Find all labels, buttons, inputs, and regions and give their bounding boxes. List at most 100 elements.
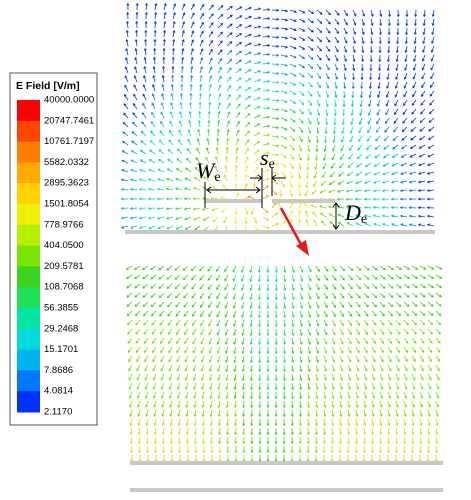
field-arrow bbox=[128, 391, 133, 399]
highlight-arrow-head bbox=[296, 240, 309, 256]
field-arrow bbox=[266, 428, 270, 436]
field-arrow bbox=[160, 120, 165, 128]
field-arrow bbox=[250, 409, 254, 418]
field-arrow bbox=[363, 409, 367, 418]
field-arrow bbox=[290, 445, 294, 454]
field-arrow bbox=[159, 328, 165, 335]
field-arrow bbox=[266, 310, 270, 319]
field-arrow bbox=[340, 135, 345, 143]
field-arrow bbox=[283, 346, 287, 355]
field-arrow bbox=[199, 83, 203, 92]
field-arrow bbox=[339, 283, 345, 290]
field-arrow bbox=[160, 346, 165, 354]
field-arrow bbox=[298, 445, 302, 454]
field-arrow bbox=[395, 319, 401, 326]
field-arrow bbox=[431, 27, 435, 36]
field-arrow bbox=[138, 206, 147, 210]
field-arrow bbox=[352, 27, 357, 35]
field-arrow bbox=[266, 319, 270, 328]
field-arrow bbox=[325, 9, 331, 16]
field-arrow bbox=[266, 301, 270, 310]
field-arrow bbox=[334, 45, 339, 53]
field-arrow bbox=[421, 81, 426, 89]
field-arrow bbox=[192, 207, 201, 211]
field-arrow bbox=[271, 202, 277, 209]
field-arrow bbox=[136, 391, 141, 399]
field-arrow bbox=[170, 92, 174, 101]
field-arrow bbox=[242, 436, 246, 445]
field-arrow bbox=[217, 22, 224, 29]
field-arrow bbox=[175, 310, 181, 317]
field-arrow bbox=[201, 373, 205, 381]
field-arrow bbox=[367, 126, 372, 134]
field-arrow bbox=[135, 319, 141, 326]
field-arrow bbox=[403, 346, 409, 354]
field-arrow bbox=[363, 189, 372, 193]
field-arrow bbox=[266, 391, 270, 400]
field-arrow bbox=[387, 283, 394, 289]
field-arrow bbox=[363, 355, 368, 363]
field-arrow bbox=[352, 72, 355, 81]
field-arrow bbox=[337, 221, 345, 227]
field-arrow bbox=[274, 455, 278, 463]
field-arrow bbox=[427, 418, 431, 427]
legend-swatch bbox=[17, 204, 40, 226]
field-arrow bbox=[411, 364, 416, 372]
field-arrow bbox=[159, 319, 165, 326]
field-arrow bbox=[396, 9, 400, 18]
field-arrow bbox=[141, 112, 147, 119]
field-arrow bbox=[186, 436, 189, 445]
field-arrow bbox=[182, 265, 189, 271]
field-arrow bbox=[377, 72, 381, 81]
field-arrow bbox=[250, 400, 254, 409]
field-arrow bbox=[226, 41, 233, 47]
field-arrow bbox=[372, 197, 381, 201]
field-arrow bbox=[405, 18, 409, 27]
field-arrow bbox=[166, 274, 173, 280]
field-arrow bbox=[274, 337, 278, 346]
field-arrow bbox=[289, 144, 295, 151]
field-arrow bbox=[253, 123, 261, 128]
field-arrow bbox=[174, 265, 181, 271]
field-arrow bbox=[258, 418, 262, 427]
field-arrow bbox=[199, 48, 204, 56]
field-arrow bbox=[323, 427, 326, 436]
field-arrow bbox=[266, 437, 270, 445]
field-arrow bbox=[161, 400, 165, 408]
field-arrow bbox=[233, 409, 237, 418]
field-arrow bbox=[132, 102, 138, 110]
field-arrow bbox=[234, 418, 238, 427]
field-arrow bbox=[339, 319, 344, 327]
field-arrow bbox=[219, 196, 228, 200]
field-arrow bbox=[244, 182, 248, 191]
field-arrow bbox=[352, 36, 356, 44]
field-arrow bbox=[151, 328, 157, 335]
field-arrow bbox=[217, 110, 221, 119]
field-arrow bbox=[208, 39, 213, 47]
field-arrow bbox=[314, 454, 318, 463]
field-arrow bbox=[315, 391, 319, 400]
field-arrow bbox=[346, 171, 354, 177]
field-arrow bbox=[201, 382, 205, 390]
field-arrow bbox=[178, 454, 182, 463]
field-arrow bbox=[241, 382, 245, 391]
field-arrow bbox=[262, 44, 271, 48]
field-arrow bbox=[146, 445, 150, 454]
field-arrow bbox=[184, 225, 192, 230]
field-arrow bbox=[418, 445, 422, 454]
field-arrow bbox=[395, 409, 399, 418]
field-arrow bbox=[347, 337, 352, 345]
field-arrow bbox=[283, 283, 287, 292]
field-arrow bbox=[378, 63, 382, 72]
field-arrow bbox=[419, 382, 424, 390]
field-arrow bbox=[143, 56, 147, 65]
field-arrow bbox=[408, 197, 417, 201]
field-arrow bbox=[253, 79, 261, 83]
field-arrow bbox=[325, 63, 330, 71]
field-arrow bbox=[289, 9, 297, 13]
field-arrow bbox=[199, 30, 204, 38]
field-arrow bbox=[177, 400, 181, 409]
field-arrow bbox=[307, 72, 314, 79]
field-arrow bbox=[323, 391, 327, 400]
field-arrow bbox=[201, 391, 205, 400]
